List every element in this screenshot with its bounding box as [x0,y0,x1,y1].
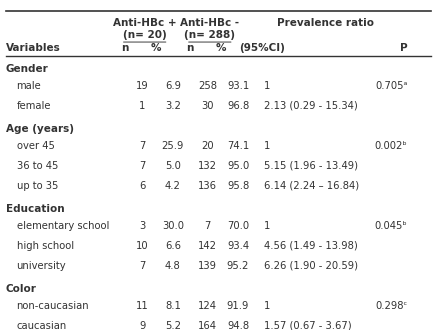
Text: %: % [150,43,161,53]
Text: 25.9: 25.9 [162,141,184,150]
Text: 0.045ᵇ: 0.045ᵇ [375,221,407,231]
Text: 164: 164 [198,321,217,330]
Text: Anti-HBc +: Anti-HBc + [113,18,177,28]
Text: 258: 258 [198,81,217,90]
Text: 2.13 (0.29 - 15.34): 2.13 (0.29 - 15.34) [264,101,358,111]
Text: 5.0: 5.0 [165,161,181,171]
Text: 7: 7 [139,161,146,171]
Text: Age (years): Age (years) [6,123,74,134]
Text: 142: 142 [198,241,217,251]
Text: elementary school: elementary school [17,221,109,231]
Text: 70.0: 70.0 [227,221,249,231]
Text: Variables: Variables [6,43,60,53]
Text: (95%CI): (95%CI) [239,43,285,53]
Text: 95.2: 95.2 [227,261,249,271]
Text: 6.6: 6.6 [165,241,181,251]
Text: 136: 136 [198,181,217,191]
Text: 36 to 45: 36 to 45 [17,161,58,171]
Text: 94.8: 94.8 [227,321,249,330]
Text: over 45: over 45 [17,141,55,150]
Text: 20: 20 [201,141,214,150]
Text: 30.0: 30.0 [162,221,184,231]
Text: 5.15 (1.96 - 13.49): 5.15 (1.96 - 13.49) [264,161,358,171]
Text: 139: 139 [198,261,217,271]
Text: 4.56 (1.49 - 13.98): 4.56 (1.49 - 13.98) [264,241,358,251]
Text: university: university [17,261,66,271]
Text: 6.26 (1.90 - 20.59): 6.26 (1.90 - 20.59) [264,261,358,271]
Text: 1: 1 [264,301,271,311]
Text: 0.705ᵃ: 0.705ᵃ [375,81,407,90]
Text: 95.8: 95.8 [227,181,249,191]
Text: 10: 10 [136,241,149,251]
Text: 4.8: 4.8 [165,261,181,271]
Text: 3: 3 [139,221,146,231]
Text: 5.2: 5.2 [165,321,181,330]
Text: female: female [17,101,51,111]
Text: high school: high school [17,241,74,251]
Text: 132: 132 [198,161,217,171]
Text: 1: 1 [264,81,271,90]
Text: 0.002ᵇ: 0.002ᵇ [375,141,407,150]
Text: 19: 19 [136,81,149,90]
Text: %: % [215,43,226,53]
Text: 9: 9 [139,321,146,330]
Text: 7: 7 [139,141,146,150]
Text: 91.9: 91.9 [227,301,249,311]
Text: 7: 7 [139,261,146,271]
Text: 95.0: 95.0 [227,161,249,171]
Text: 124: 124 [198,301,217,311]
Text: 6: 6 [139,181,146,191]
Text: Color: Color [6,284,37,294]
Text: 4.2: 4.2 [165,181,181,191]
Text: male: male [17,81,42,90]
Text: 1.57 (0.67 - 3.67): 1.57 (0.67 - 3.67) [264,321,352,330]
Text: Prevalence ratio: Prevalence ratio [277,18,375,28]
Text: 93.1: 93.1 [227,81,249,90]
Text: 6.9: 6.9 [165,81,181,90]
Text: 11: 11 [136,301,149,311]
Text: 3.2: 3.2 [165,101,181,111]
Text: (n= 20): (n= 20) [123,30,166,40]
Text: 93.4: 93.4 [227,241,249,251]
Text: 0.298ᶜ: 0.298ᶜ [375,301,407,311]
Text: 8.1: 8.1 [165,301,181,311]
Text: up to 35: up to 35 [17,181,58,191]
Text: Anti-HBc -: Anti-HBc - [180,18,239,28]
Text: P: P [400,43,407,53]
Text: (n= 288): (n= 288) [184,30,235,40]
Text: Gender: Gender [6,63,49,74]
Text: 6.14 (2.24 – 16.84): 6.14 (2.24 – 16.84) [264,181,359,191]
Text: 96.8: 96.8 [227,101,249,111]
Text: 30: 30 [201,101,214,111]
Text: Education: Education [6,204,64,214]
Text: 1: 1 [264,221,271,231]
Text: 7: 7 [205,221,211,231]
Text: 1: 1 [139,101,146,111]
Text: 1: 1 [264,141,271,150]
Text: caucasian: caucasian [17,321,67,330]
Text: n: n [187,43,194,53]
Text: non-caucasian: non-caucasian [17,301,89,311]
Text: 74.1: 74.1 [227,141,249,150]
Text: n: n [121,43,129,53]
